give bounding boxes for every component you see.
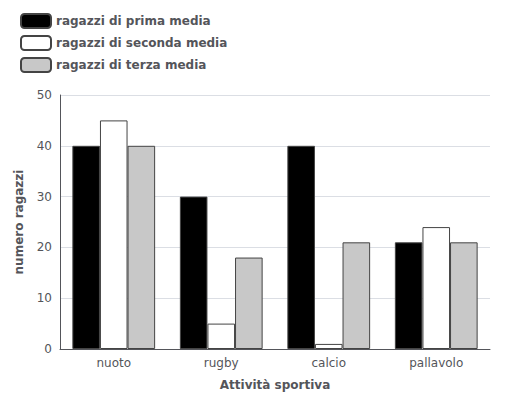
svg-text:Attività sportiva: Attività sportiva bbox=[220, 378, 330, 392]
svg-text:pallavolo: pallavolo bbox=[409, 356, 463, 370]
svg-text:ragazzi di prima media: ragazzi di prima media bbox=[56, 14, 211, 28]
svg-text:nuoto: nuoto bbox=[96, 356, 131, 370]
svg-text:0: 0 bbox=[44, 342, 52, 356]
svg-text:numero ragazzi: numero ragazzi bbox=[12, 170, 26, 275]
svg-text:ragazzi di terza media: ragazzi di terza media bbox=[56, 58, 206, 72]
svg-text:40: 40 bbox=[37, 139, 52, 153]
svg-text:30: 30 bbox=[37, 190, 52, 204]
svg-text:10: 10 bbox=[37, 291, 52, 305]
svg-text:20: 20 bbox=[37, 240, 52, 254]
svg-text:50: 50 bbox=[37, 88, 52, 102]
svg-text:rugby: rugby bbox=[204, 356, 239, 370]
svg-text:ragazzi di seconda media: ragazzi di seconda media bbox=[56, 36, 227, 50]
svg-text:calcio: calcio bbox=[311, 356, 346, 370]
